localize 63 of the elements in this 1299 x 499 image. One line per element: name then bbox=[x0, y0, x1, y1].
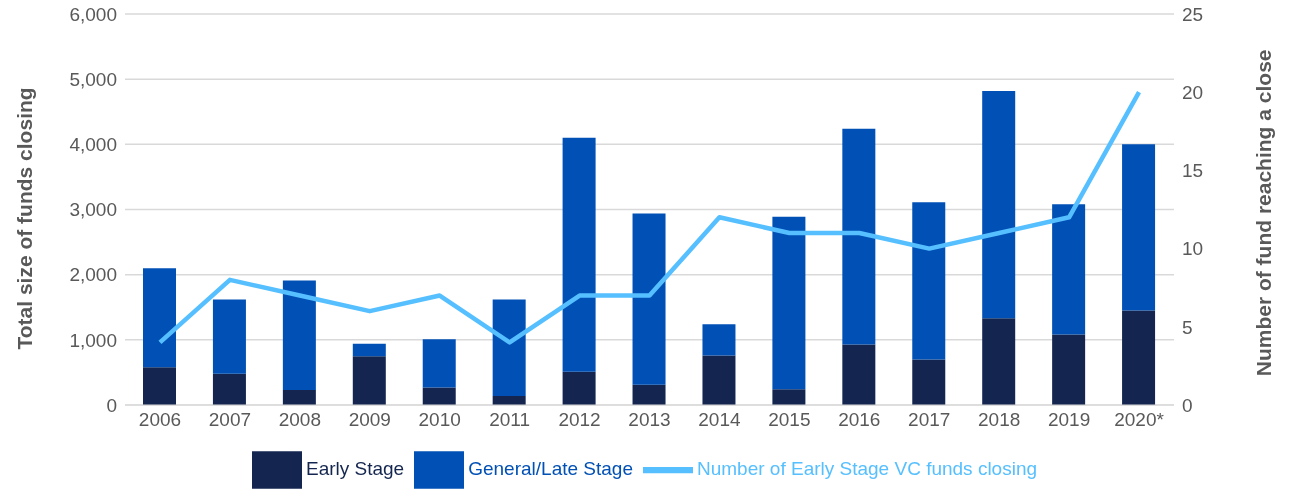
bar bbox=[632, 384, 666, 405]
x-tick-label: 2018 bbox=[978, 409, 1021, 431]
x-tick-label: 2006 bbox=[138, 409, 182, 431]
y2-tick-label: 10 bbox=[1182, 238, 1204, 260]
bar bbox=[912, 359, 946, 405]
y-tick-label: 2,000 bbox=[69, 264, 117, 286]
x-tick-label: 2008 bbox=[278, 409, 321, 431]
bar bbox=[1052, 334, 1086, 405]
legend-label: Early Stage bbox=[305, 458, 405, 480]
x-tick-label: 2016 bbox=[838, 409, 881, 431]
y2-tick-label: 20 bbox=[1182, 81, 1204, 103]
bar bbox=[212, 299, 246, 374]
bar bbox=[1052, 204, 1086, 335]
bar bbox=[212, 373, 246, 405]
x-tick-label: 2019 bbox=[1047, 409, 1091, 431]
x-tick-label: 2015 bbox=[768, 409, 811, 431]
bar bbox=[352, 356, 386, 405]
y-tick-label: 3,000 bbox=[69, 199, 117, 221]
x-tick-label: 2020* bbox=[1114, 409, 1165, 431]
bar bbox=[492, 299, 526, 396]
legend-label: General/Late Stage bbox=[468, 458, 633, 480]
bar bbox=[632, 213, 666, 385]
x-tick-label: 2007 bbox=[208, 409, 252, 431]
bar bbox=[143, 268, 176, 368]
x-tick-label: 2014 bbox=[698, 409, 741, 431]
y-tick-label: 5,000 bbox=[69, 68, 117, 90]
bar bbox=[702, 324, 736, 356]
bar bbox=[982, 318, 1016, 405]
bar bbox=[352, 343, 386, 357]
y-tick-label: 6,000 bbox=[69, 3, 117, 25]
bar bbox=[842, 344, 876, 405]
x-tick-label: 2013 bbox=[628, 409, 671, 431]
bar bbox=[772, 216, 806, 390]
x-tick-label: 2011 bbox=[489, 409, 531, 431]
x-tick-label: 2009 bbox=[348, 409, 391, 431]
bar bbox=[842, 128, 876, 345]
line-series bbox=[157, 89, 1142, 345]
bar bbox=[422, 387, 456, 405]
y2-tick-label: 25 bbox=[1182, 3, 1204, 25]
bar bbox=[912, 202, 946, 360]
bar bbox=[982, 90, 1016, 319]
legend-label: Number of Early Stage VC funds closing bbox=[696, 458, 1038, 480]
bar bbox=[282, 280, 316, 391]
y-tick-label: 1,000 bbox=[69, 329, 117, 351]
bar bbox=[143, 367, 176, 405]
y2-axis-title: Number of fund reaching a close bbox=[1252, 49, 1276, 377]
bar bbox=[562, 371, 596, 405]
bar bbox=[282, 390, 316, 405]
y2-tick-label: 5 bbox=[1182, 316, 1193, 338]
bar bbox=[1122, 310, 1156, 405]
bar bbox=[562, 137, 596, 372]
x-tick-label: 2017 bbox=[908, 409, 951, 431]
bar bbox=[702, 355, 736, 405]
y2-tick-label: 0 bbox=[1182, 394, 1193, 416]
y2-tick-label: 15 bbox=[1182, 160, 1204, 182]
y-axis-title: Total size of funds closing bbox=[13, 87, 37, 350]
bar bbox=[772, 389, 806, 405]
bar bbox=[1122, 144, 1156, 311]
y-tick-label: 4,000 bbox=[69, 134, 117, 156]
x-tick-label: 2010 bbox=[418, 409, 461, 431]
y-tick-label: 0 bbox=[106, 394, 117, 416]
x-tick-label: 2012 bbox=[558, 409, 601, 431]
bar bbox=[422, 339, 456, 388]
